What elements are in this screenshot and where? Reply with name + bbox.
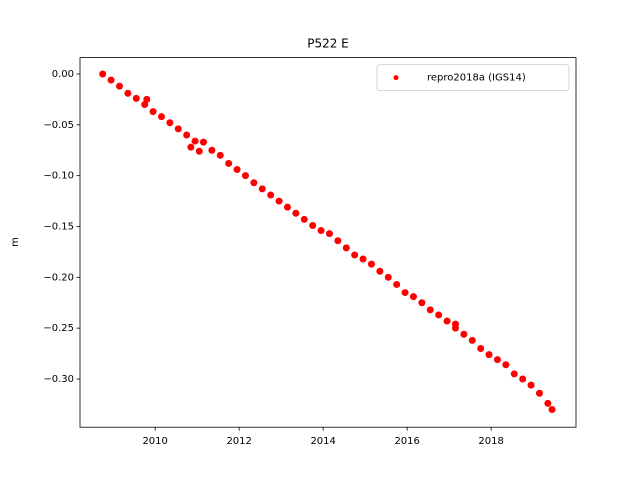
point: [191, 137, 199, 145]
point: [216, 151, 224, 159]
point: [250, 179, 258, 187]
point: [460, 330, 468, 338]
point: [451, 320, 459, 328]
point: [409, 293, 417, 301]
point: [258, 185, 266, 193]
y-tick-label: 0.00: [52, 69, 74, 80]
point: [468, 336, 476, 344]
point: [510, 370, 518, 378]
x-tick-label: 2014: [310, 436, 335, 447]
point: [359, 255, 367, 263]
point: [195, 147, 203, 155]
legend-box: [376, 64, 570, 91]
x-tick-label: 2018: [478, 436, 503, 447]
point: [300, 215, 308, 223]
point: [334, 237, 342, 245]
point: [493, 356, 501, 364]
point: [367, 260, 375, 268]
legend-marker: [393, 75, 399, 81]
point: [535, 389, 543, 397]
y-tick-label: −0.25: [43, 323, 74, 334]
point: [143, 95, 151, 103]
point: [275, 197, 283, 205]
point: [519, 375, 527, 383]
point: [99, 70, 107, 78]
point: [342, 244, 350, 252]
point: [376, 267, 384, 275]
point: [393, 280, 401, 288]
point: [267, 191, 275, 199]
point: [309, 221, 317, 229]
point: [292, 209, 300, 217]
point: [426, 306, 434, 314]
point: [107, 76, 115, 84]
point: [548, 406, 556, 414]
point: [443, 317, 451, 325]
point: [225, 159, 233, 167]
point: [317, 227, 325, 235]
point: [241, 172, 249, 180]
point: [418, 299, 426, 307]
point: [384, 273, 392, 281]
point: [149, 108, 157, 116]
point: [187, 143, 195, 151]
point: [233, 166, 241, 174]
point: [435, 311, 443, 319]
y-tick-label: −0.20: [43, 272, 74, 283]
point: [183, 131, 191, 139]
point: [174, 125, 182, 133]
chart-title: P522 E: [307, 37, 349, 51]
point: [401, 289, 409, 297]
point: [132, 94, 140, 102]
point: [527, 381, 535, 389]
plot-frame: [79, 57, 577, 428]
point: [477, 345, 485, 353]
point: [544, 399, 552, 407]
point: [502, 361, 510, 369]
point: [208, 146, 216, 154]
y-axis-label: m: [10, 237, 21, 247]
x-tick-label: 2012: [226, 436, 251, 447]
point: [283, 203, 291, 211]
point: [485, 351, 493, 359]
y-tick-label: −0.10: [43, 171, 74, 182]
y-tick-label: −0.05: [43, 120, 74, 131]
x-tick-label: 2016: [394, 436, 419, 447]
point: [199, 138, 207, 146]
legend-label: repro2018a (IGS14): [427, 73, 526, 84]
y-tick-label: −0.15: [43, 221, 74, 232]
point: [115, 82, 123, 90]
point: [166, 119, 174, 127]
point: [351, 251, 359, 259]
point: [325, 230, 333, 238]
y-tick-label: −0.30: [43, 374, 74, 385]
point: [124, 89, 132, 97]
point: [157, 113, 165, 121]
x-tick-label: 2010: [142, 436, 167, 447]
